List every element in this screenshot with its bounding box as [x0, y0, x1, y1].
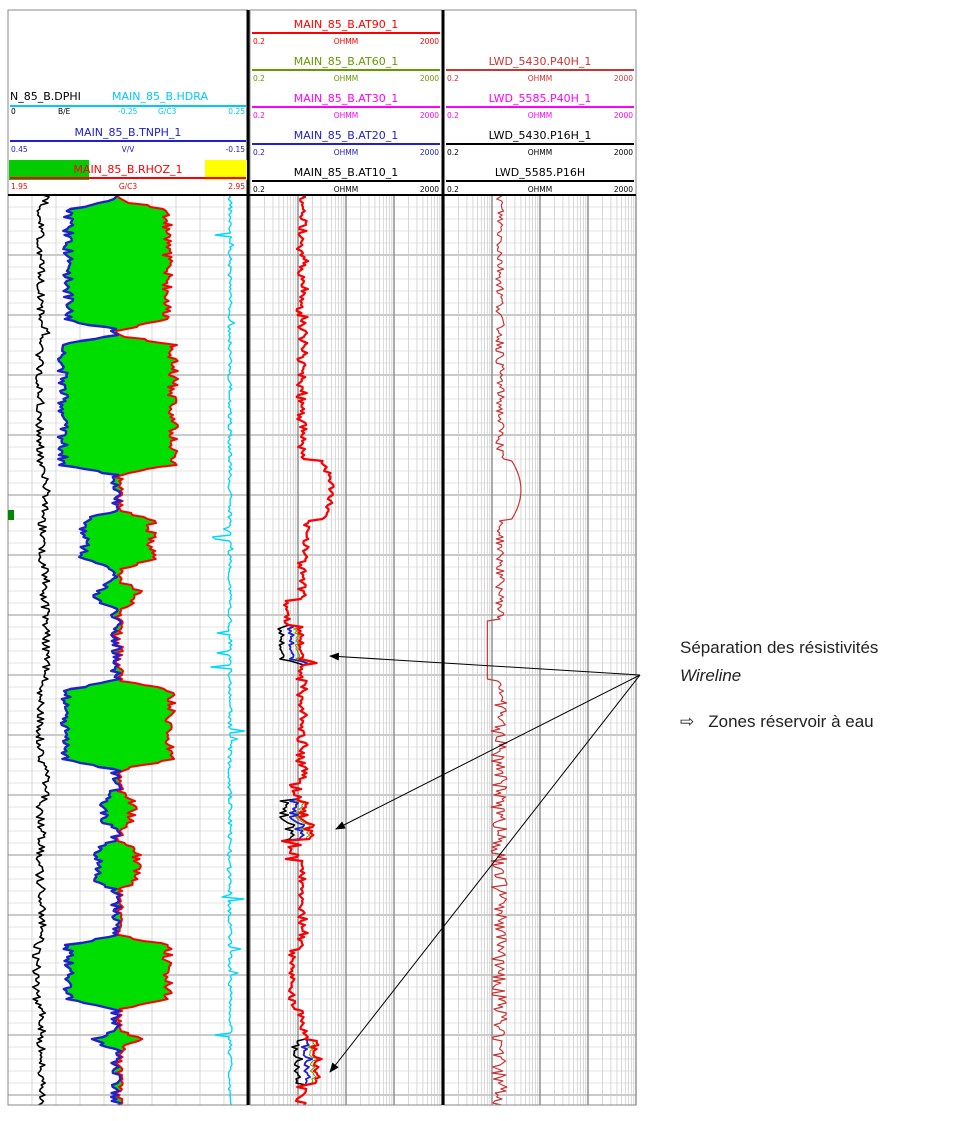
header-curve-name: MAIN_85_B.AT90_1	[294, 18, 398, 31]
header-curve-name: MAIN_85_B.RHOZ_1	[73, 163, 182, 176]
header-scale-max: 2000	[420, 148, 439, 157]
header-scale-max: 2.95	[228, 182, 245, 191]
header-curve-name: MAIN_85_B.AT20_1	[294, 129, 398, 142]
header-scale-max: 2000	[420, 37, 439, 46]
header-scale-unit: OHMM	[528, 111, 553, 120]
header-scale-max: 2000	[614, 185, 633, 194]
curve-tnph	[56, 194, 123, 1106]
header-scale-min: 0.2	[253, 37, 265, 46]
header-scale-max: 2000	[614, 111, 633, 120]
log-curves	[31, 194, 522, 1106]
curve-lwd	[486, 194, 522, 1106]
header-scale-max: -0.15	[226, 145, 246, 154]
track-frames	[7, 9, 637, 1106]
depth-marker	[8, 510, 14, 520]
header-curve-name: MAIN_85_B.AT60_1	[294, 55, 398, 68]
header-curve-name: MAIN_85_B.TNPH_1	[75, 126, 182, 139]
header-curve-name: N_85_B.DPHI	[10, 90, 81, 103]
header-scale-unit: OHMM	[528, 74, 553, 83]
header-scale-min: 0.2	[253, 111, 265, 120]
header-scale-max: 2000	[420, 74, 439, 83]
header-curve-name: LWD_5585.P40H_1	[489, 92, 592, 105]
annotation-arrow-1	[329, 652, 641, 676]
header-scale-unit: OHMM	[334, 148, 359, 157]
header-scale-min: -0.25	[118, 107, 138, 116]
header-scale-min: 1.95	[11, 182, 28, 191]
annotation-subtitle: Wireline	[680, 666, 742, 685]
header-scale-unit: G/C3	[119, 182, 138, 191]
header-scale-min: 0.2	[447, 111, 459, 120]
header-scale-max: 2000	[614, 74, 633, 83]
annotation-arrows	[329, 652, 641, 1073]
header-curve-name: MAIN_85_B.HDRA	[112, 90, 208, 103]
header-curve-name: MAIN_85_B.AT10_1	[294, 166, 398, 179]
right-arrow-icon: ⇨	[680, 712, 695, 731]
header-scale-min: 0.45	[11, 145, 28, 154]
header-scale-max: 0.25	[228, 107, 245, 116]
curve-dphi	[31, 194, 51, 1106]
header-scale-min: 0.2	[447, 148, 459, 157]
header-scale-unit: OHMM	[334, 37, 359, 46]
curve-hdra	[210, 194, 246, 1106]
header-curve-name: LWD_5585.P16H	[495, 166, 585, 179]
header-scale-unit: OHMM	[528, 148, 553, 157]
header-scale-min: 0	[11, 107, 16, 116]
annotation-arrow-2	[335, 674, 641, 830]
header-curve-name: LWD_5430.P40H_1	[489, 55, 592, 68]
annotation-conclusion-text: Zones réservoir à eau	[708, 712, 874, 731]
annotation-title: Séparation des résistivités	[680, 638, 879, 657]
header-scale-unit: G/C3	[158, 107, 177, 116]
track-headers: N_85_B.DPHI MAIN_85_B.HDRA 0 B/E -0.25 G/C3 0.…	[9, 18, 634, 194]
curve-rhoz	[112, 194, 179, 1106]
header-scale-max: 2000	[614, 148, 633, 157]
header-scale-min: 0.2	[253, 148, 265, 157]
header-curve-name: LWD_5430.P16H_1	[489, 129, 592, 142]
annotation-arrow-3	[329, 674, 641, 1073]
header-scale-min: 0.2	[447, 74, 459, 83]
header-scale-unit: V/V	[122, 145, 136, 154]
header-curve-name: MAIN_85_B.AT30_1	[294, 92, 398, 105]
curve-at90	[280, 194, 335, 1106]
header-scale-max: 2000	[420, 111, 439, 120]
header-scale-min: 0.2	[447, 185, 459, 194]
header-gr-fill-green	[9, 160, 89, 180]
header-scale-unit: OHMM	[334, 185, 359, 194]
header-scale-min: 0.2	[253, 74, 265, 83]
log-grid	[8, 194, 637, 1105]
header-scale-unit: OHMM	[334, 111, 359, 120]
header-scale-min: 0.2	[253, 185, 265, 194]
header-scale-unit: OHMM	[334, 74, 359, 83]
header-scale-unit: B/E	[58, 107, 71, 116]
annotation-conclusion: ⇨ Zones réservoir à eau	[680, 712, 874, 732]
header-gr-fill-yellow	[205, 160, 247, 180]
header-scale-max: 2000	[420, 185, 439, 194]
header-scale-unit: OHMM	[528, 185, 553, 194]
